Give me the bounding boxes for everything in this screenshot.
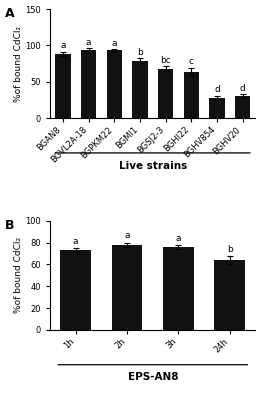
Text: bc: bc [160,56,171,65]
Text: d: d [214,85,220,94]
Bar [214,260,245,330]
Text: a: a [111,38,117,48]
Bar [163,247,194,330]
Text: a: a [176,234,181,243]
Bar [81,50,96,118]
Bar [183,72,199,118]
Bar [158,69,173,118]
Bar [235,96,250,118]
Text: a: a [73,237,79,246]
Bar [112,245,143,330]
Text: a: a [60,42,66,50]
Bar [55,54,70,118]
Bar [106,50,122,118]
Bar [132,61,148,118]
Text: a: a [86,38,91,47]
Text: b: b [137,48,143,57]
Y-axis label: %of bound CdCl₂: %of bound CdCl₂ [14,237,22,314]
Text: c: c [189,58,194,66]
Text: A: A [5,7,15,20]
Text: EPS-AN8: EPS-AN8 [128,372,178,382]
Y-axis label: %of bound CdCl₂: %of bound CdCl₂ [14,26,22,102]
Text: B: B [5,219,14,232]
Text: b: b [227,244,233,254]
Text: a: a [124,232,130,240]
Text: Live strains: Live strains [119,160,187,170]
Bar [60,250,91,330]
Bar [209,98,225,118]
Text: d: d [240,84,246,93]
